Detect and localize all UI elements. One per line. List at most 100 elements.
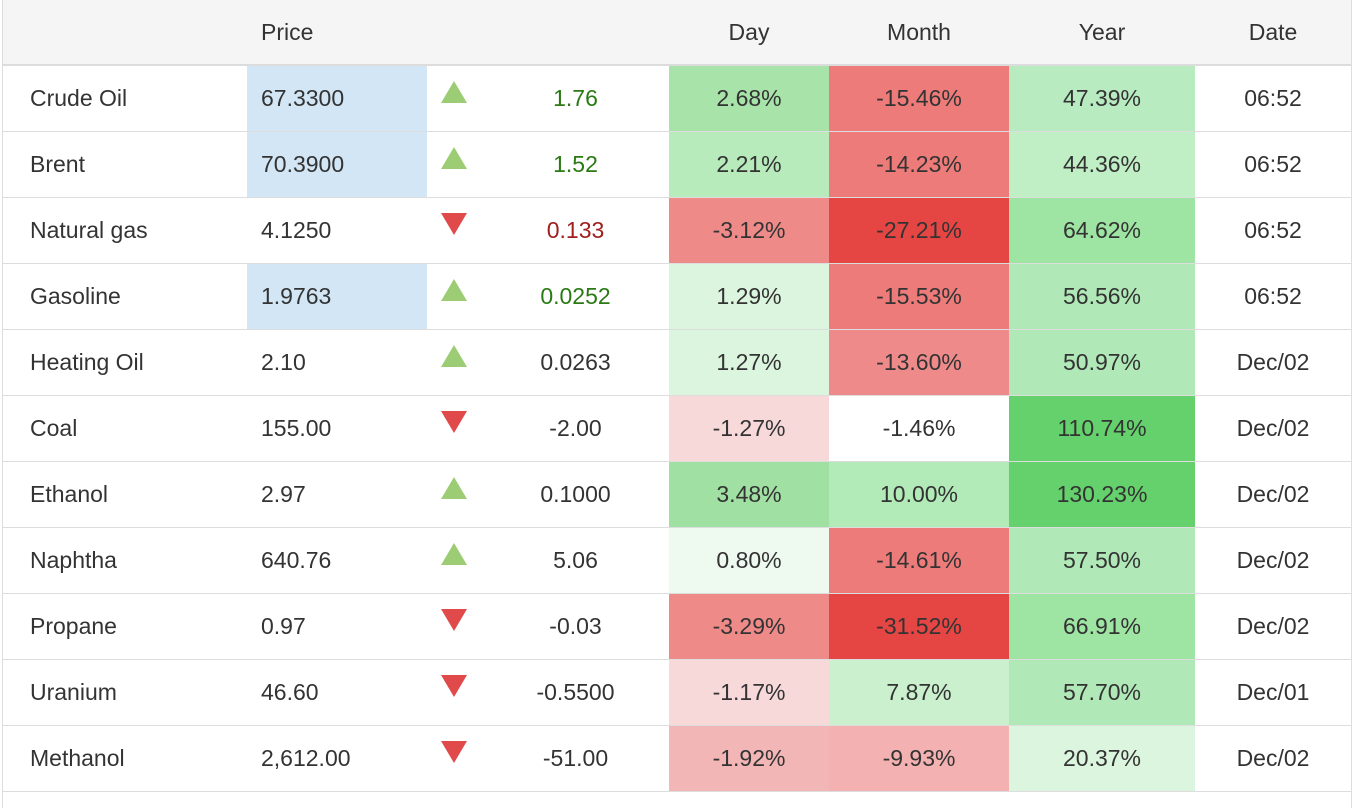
table-row[interactable]: Propane 0.97 -0.03 -3.29% -31.52% 66.91% Dec/0…: [3, 593, 1351, 660]
commodity-name-link[interactable]: Coal: [3, 395, 247, 462]
triangle-down-icon: [441, 410, 467, 433]
year-change-cell: 110.74%: [1009, 395, 1195, 462]
commodity-name-link[interactable]: Heating Oil: [3, 329, 247, 396]
direction-cell: [427, 461, 482, 528]
table-row[interactable]: Uranium 46.60 -0.5500 -1.17% 7.87% 57.70% Dec/…: [3, 659, 1351, 726]
year-change-cell: 44.36%: [1009, 131, 1195, 198]
date-cell: Dec/02: [1195, 329, 1351, 396]
day-change-cell: -3.29%: [669, 593, 829, 660]
direction-cell: [427, 593, 482, 660]
direction-cell: [427, 329, 482, 396]
header-change: [482, 0, 669, 66]
change-cell: -0.5500: [482, 659, 669, 726]
commodity-name-link[interactable]: Natural gas: [3, 197, 247, 264]
table-row[interactable]: Naphtha 640.76 5.06 0.80% -14.61% 57.50% Dec/0…: [3, 527, 1351, 594]
table-body: Crude Oil 67.3300 1.76 2.68% -15.46% 47.39% 06…: [3, 65, 1351, 792]
header-price[interactable]: Price: [247, 0, 427, 66]
month-change-cell: -1.46%: [829, 395, 1009, 462]
day-change-cell: -1.27%: [669, 395, 829, 462]
table-row[interactable]: Methanol 2,612.00 -51.00 -1.92% -9.93% 20.37%…: [3, 725, 1351, 792]
header-row: Price Day Month Year Date: [3, 0, 1351, 66]
date-cell: 06:52: [1195, 131, 1351, 198]
table-row[interactable]: Coal 155.00 -2.00 -1.27% -1.46% 110.74% Dec/02: [3, 395, 1351, 462]
header-year[interactable]: Year: [1009, 0, 1195, 66]
day-change-cell: 2.68%: [669, 65, 829, 132]
date-cell: Dec/02: [1195, 725, 1351, 792]
triangle-up-icon: [441, 80, 467, 103]
header-day[interactable]: Day: [669, 0, 829, 66]
price-cell: 1.9763: [247, 263, 427, 330]
day-change-cell: 3.48%: [669, 461, 829, 528]
date-cell: Dec/02: [1195, 593, 1351, 660]
header-name: [3, 0, 247, 66]
table-row[interactable]: Natural gas 4.1250 0.133 -3.12% -27.21% 64.62…: [3, 197, 1351, 264]
commodity-name-link[interactable]: Methanol: [3, 725, 247, 792]
change-cell: -0.03: [482, 593, 669, 660]
header-month[interactable]: Month: [829, 0, 1009, 66]
commodity-name-link[interactable]: Uranium: [3, 659, 247, 726]
commodity-name-link[interactable]: Brent: [3, 131, 247, 198]
direction-cell: [427, 395, 482, 462]
year-change-cell: 57.70%: [1009, 659, 1195, 726]
year-change-cell: 56.56%: [1009, 263, 1195, 330]
month-change-cell: 7.87%: [829, 659, 1009, 726]
triangle-down-icon: [441, 740, 467, 763]
month-change-cell: -14.23%: [829, 131, 1009, 198]
day-change-cell: -3.12%: [669, 197, 829, 264]
energy-commodities-table: Price Day Month Year Date Crude Oil 67.33…: [3, 0, 1351, 792]
year-change-cell: 130.23%: [1009, 461, 1195, 528]
table-row[interactable]: Brent 70.3900 1.52 2.21% -14.23% 44.36% 06:52: [3, 131, 1351, 198]
price-cell: 46.60: [247, 659, 427, 726]
price-cell: 70.3900: [247, 131, 427, 198]
year-change-cell: 20.37%: [1009, 725, 1195, 792]
month-change-cell: -13.60%: [829, 329, 1009, 396]
day-change-cell: 2.21%: [669, 131, 829, 198]
date-cell: 06:52: [1195, 65, 1351, 132]
month-change-cell: -15.46%: [829, 65, 1009, 132]
change-cell: 5.06: [482, 527, 669, 594]
date-cell: Dec/02: [1195, 395, 1351, 462]
date-cell: 06:52: [1195, 263, 1351, 330]
month-change-cell: -27.21%: [829, 197, 1009, 264]
commodity-name-link[interactable]: Crude Oil: [3, 65, 247, 132]
date-cell: Dec/02: [1195, 461, 1351, 528]
commodity-name-link[interactable]: Propane: [3, 593, 247, 660]
commodity-name-link[interactable]: Gasoline: [3, 263, 247, 330]
price-cell: 2.97: [247, 461, 427, 528]
header-date[interactable]: Date: [1195, 0, 1351, 66]
table-row[interactable]: Heating Oil 2.10 0.0263 1.27% -13.60% 50.97% D…: [3, 329, 1351, 396]
month-change-cell: -15.53%: [829, 263, 1009, 330]
year-change-cell: 47.39%: [1009, 65, 1195, 132]
change-cell: 0.0263: [482, 329, 669, 396]
triangle-down-icon: [441, 212, 467, 235]
date-cell: 06:52: [1195, 197, 1351, 264]
price-cell: 2,612.00: [247, 725, 427, 792]
year-change-cell: 57.50%: [1009, 527, 1195, 594]
direction-cell: [427, 659, 482, 726]
direction-cell: [427, 725, 482, 792]
direction-cell: [427, 197, 482, 264]
table-row[interactable]: Crude Oil 67.3300 1.76 2.68% -15.46% 47.39% 06…: [3, 65, 1351, 132]
triangle-down-icon: [441, 674, 467, 697]
month-change-cell: -14.61%: [829, 527, 1009, 594]
triangle-up-icon: [441, 344, 467, 367]
commodity-name-link[interactable]: Naphtha: [3, 527, 247, 594]
direction-cell: [427, 65, 482, 132]
day-change-cell: 1.27%: [669, 329, 829, 396]
triangle-up-icon: [441, 146, 467, 169]
change-cell: -51.00: [482, 725, 669, 792]
direction-cell: [427, 263, 482, 330]
year-change-cell: 64.62%: [1009, 197, 1195, 264]
month-change-cell: -9.93%: [829, 725, 1009, 792]
header-arrow: [427, 0, 482, 66]
price-cell: 0.97: [247, 593, 427, 660]
table-row[interactable]: Ethanol 2.97 0.1000 3.48% 10.00% 130.23% Dec/0…: [3, 461, 1351, 528]
table-row[interactable]: Gasoline 1.9763 0.0252 1.29% -15.53% 56.56% 06…: [3, 263, 1351, 330]
day-change-cell: -1.92%: [669, 725, 829, 792]
change-cell: 0.133: [482, 197, 669, 264]
change-cell: 1.52: [482, 131, 669, 198]
commodity-name-link[interactable]: Ethanol: [3, 461, 247, 528]
year-change-cell: 50.97%: [1009, 329, 1195, 396]
day-change-cell: -1.17%: [669, 659, 829, 726]
price-cell: 67.3300: [247, 65, 427, 132]
